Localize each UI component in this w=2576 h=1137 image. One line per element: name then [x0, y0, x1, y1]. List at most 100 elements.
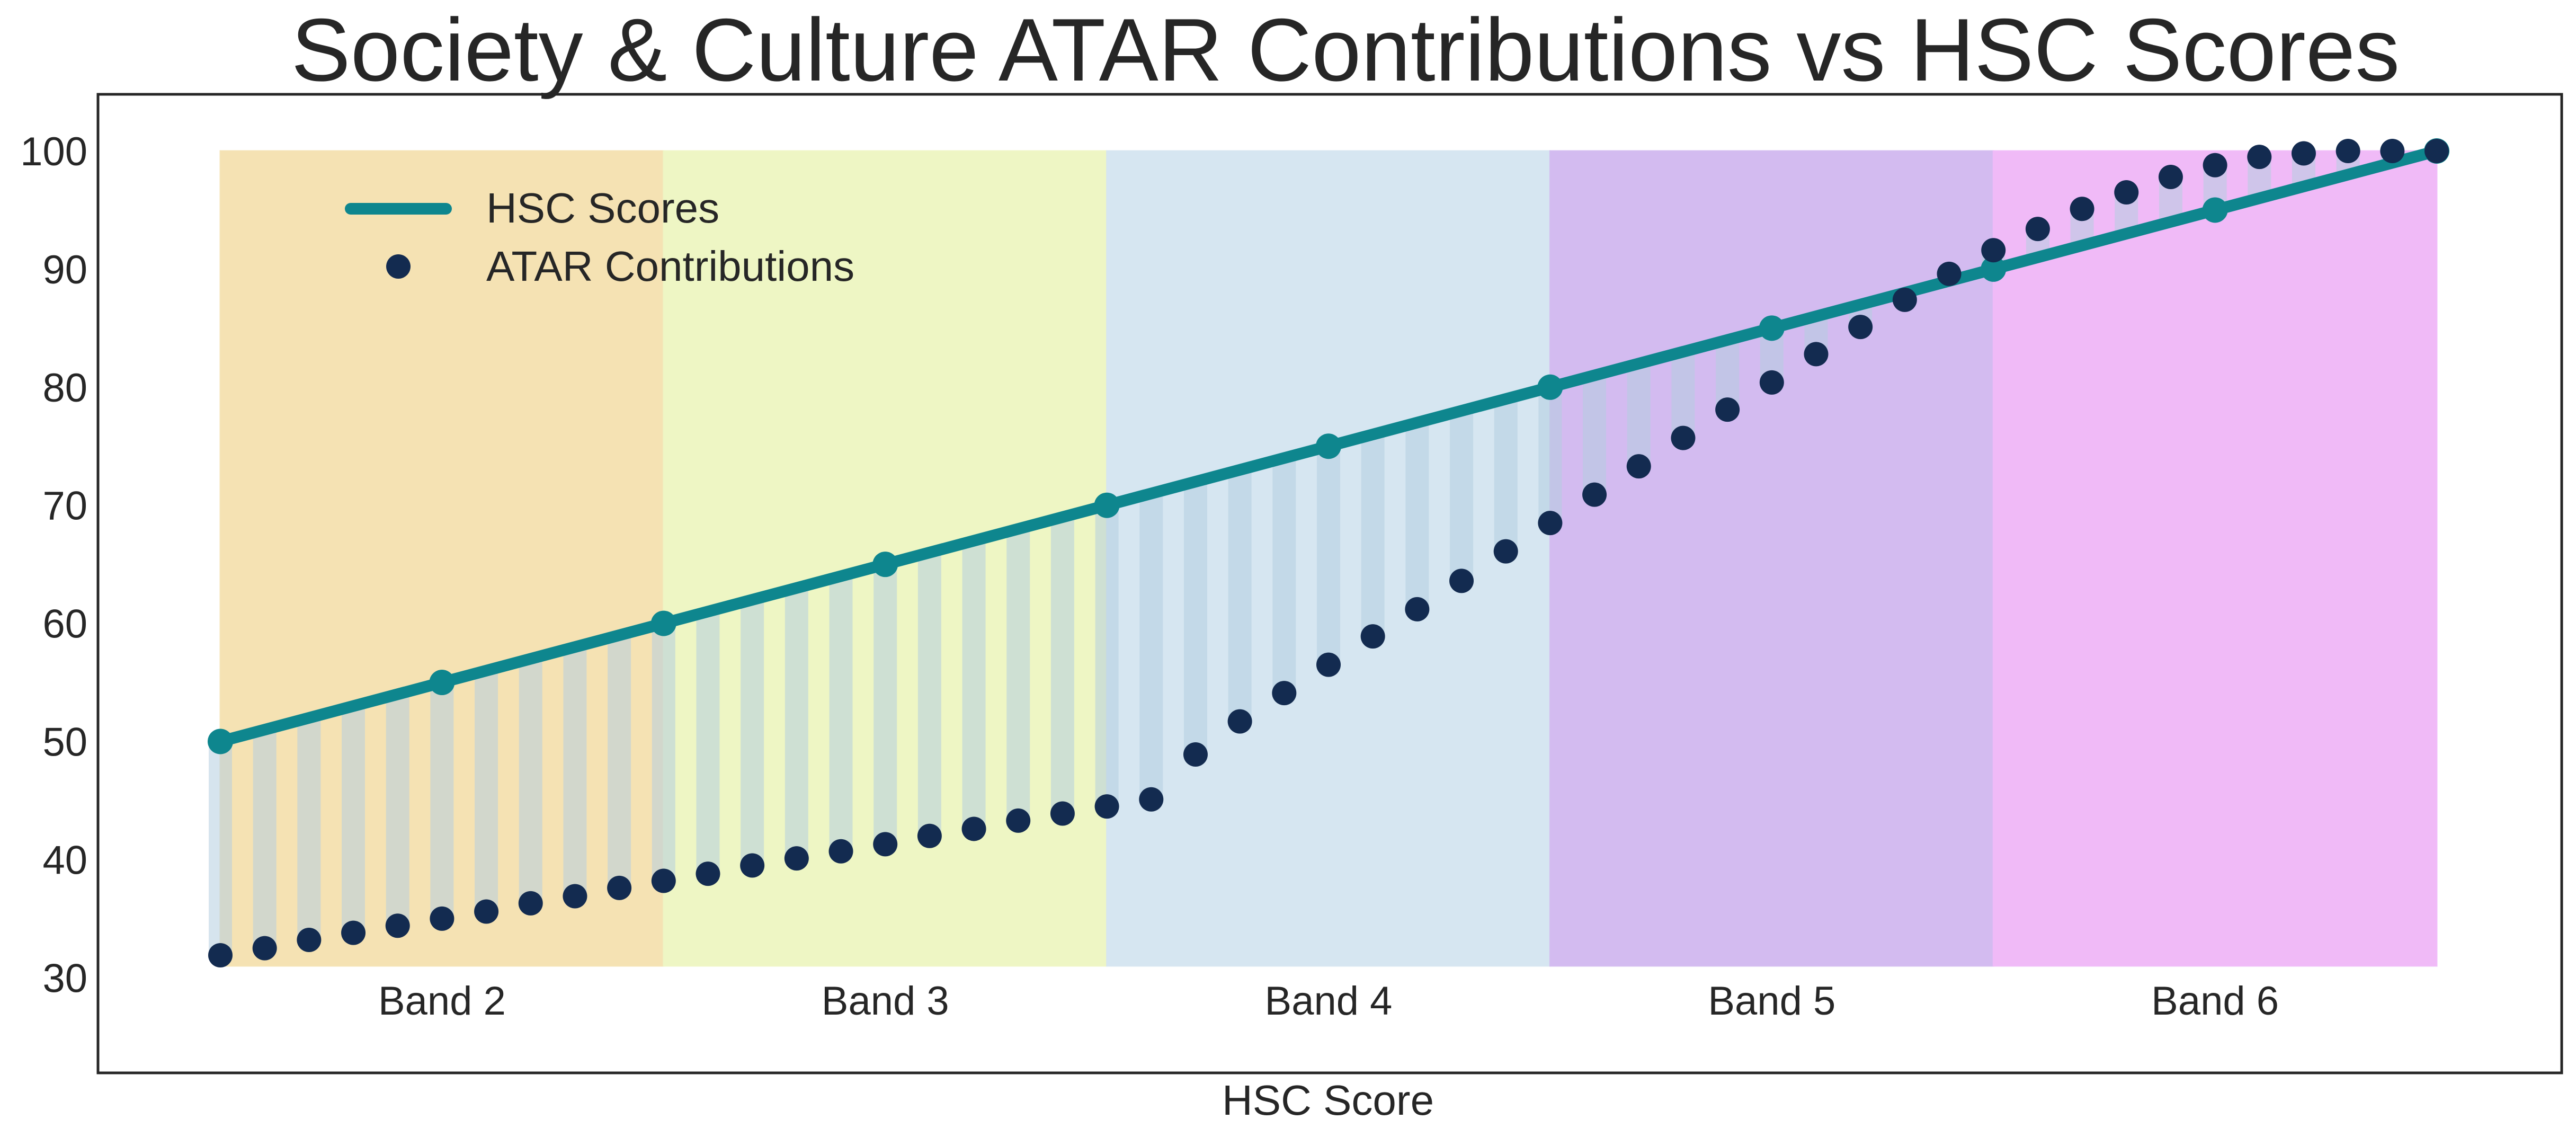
- atar-contribution-point: [1759, 370, 1784, 395]
- atar-contribution-point: [740, 853, 765, 878]
- connector-bar: [1183, 482, 1207, 755]
- atar-contribution-point: [2291, 141, 2316, 166]
- atar-contribution-point: [607, 875, 632, 900]
- atar-contribution-point: [1360, 624, 1385, 649]
- atar-contribution-point: [1671, 425, 1696, 450]
- atar-contribution-point: [1183, 742, 1208, 767]
- atar-contribution-point: [430, 906, 454, 931]
- chart-title: Society & Culture ATAR Contributions vs …: [291, 0, 2400, 100]
- band-label-4: Band 4: [1265, 979, 1393, 1024]
- y-tick-label: 30: [42, 956, 87, 1001]
- atar-contribution-point: [2070, 197, 2094, 221]
- band-label-6: Band 6: [2151, 979, 2279, 1024]
- atar-contribution-point: [474, 899, 499, 924]
- atar-contribution-point: [1006, 808, 1031, 833]
- atar-contribution-point: [1050, 801, 1075, 826]
- points-layer: [208, 139, 2449, 967]
- atar-contribution-point: [341, 920, 366, 945]
- band-label-5: Band 5: [1708, 979, 1835, 1024]
- atar-contribution-point: [1981, 238, 2006, 263]
- connector-bar: [563, 647, 587, 896]
- atar-contribution-point: [1493, 539, 1518, 564]
- atar-contribution-point: [828, 839, 853, 864]
- band-region-5: [1549, 150, 1994, 967]
- connector-bar: [1050, 517, 1074, 814]
- connector-bar: [1627, 363, 1651, 467]
- y-ticks-layer: 30 40 50 60 70 80 90 100: [20, 129, 87, 1001]
- y-tick-label: 80: [42, 366, 87, 411]
- hsc-score-marker: [872, 552, 898, 578]
- band-label-2: Band 2: [378, 979, 506, 1024]
- atar-contribution-point: [1892, 287, 1917, 312]
- atar-contribution-point: [1538, 511, 1563, 536]
- legend-label-hsc: HSC Scores: [486, 184, 719, 232]
- connector-bar: [1228, 469, 1252, 722]
- connector-bar: [696, 611, 720, 874]
- connector-bar: [253, 730, 277, 948]
- connector-bar: [608, 635, 631, 888]
- y-tick-label: 70: [42, 484, 87, 529]
- atar-contribution-point: [696, 861, 720, 886]
- hsc-score-marker: [650, 610, 676, 636]
- connector-bar: [652, 623, 675, 881]
- band-labels-layer: Band 2 Band 3 Band 4 Band 5 Band 6: [378, 979, 2279, 1024]
- y-tick-label: 50: [42, 719, 87, 765]
- atar-contribution-point: [297, 927, 322, 952]
- band-label-3: Band 3: [822, 979, 949, 1024]
- y-tick-label: 90: [42, 247, 87, 292]
- atar-contribution-point: [784, 846, 809, 871]
- connector-bar: [342, 706, 366, 933]
- legend-dot-swatch: [386, 254, 411, 279]
- atar-contribution-point: [385, 913, 410, 938]
- y-tick-label: 40: [42, 838, 87, 883]
- connector-bar: [519, 659, 542, 903]
- connector-bar: [1494, 399, 1518, 552]
- atar-contribution-point: [1715, 397, 1740, 422]
- connector-bar: [1583, 375, 1607, 495]
- atar-contribution-point: [2425, 139, 2449, 163]
- atar-contribution-point: [1626, 454, 1651, 479]
- atar-contribution-point: [917, 823, 942, 848]
- hsc-score-marker: [1094, 492, 1120, 518]
- atar-contribution-point: [1139, 787, 1164, 812]
- connector-bar: [1317, 446, 1340, 665]
- atar-contribution-point: [1582, 482, 1607, 507]
- atar-contribution-point: [1449, 568, 1474, 593]
- hsc-score-marker: [1759, 315, 1785, 341]
- legend: HSC Scores ATAR Contributions: [345, 184, 854, 290]
- connector-bar: [741, 600, 764, 866]
- atar-contribution-point: [1937, 261, 1962, 286]
- connector-bar: [386, 694, 409, 926]
- connector-bar: [475, 670, 498, 912]
- atar-contribution-point: [651, 868, 676, 893]
- atar-contribution-point: [518, 891, 543, 916]
- atar-contribution-point: [1094, 794, 1119, 819]
- hsc-score-marker: [1537, 374, 1563, 400]
- legend-label-atar: ATAR Contributions: [486, 243, 854, 290]
- connector-bar: [430, 682, 454, 919]
- atar-contribution-point: [208, 943, 233, 967]
- connector-bar: [917, 552, 941, 836]
- connector-bar: [1095, 505, 1119, 807]
- hsc-score-marker: [429, 670, 455, 696]
- connector-bar: [209, 741, 232, 955]
- plot-frame: [96, 93, 2563, 1074]
- atar-contribution-point: [873, 832, 898, 857]
- connector-bar: [1139, 493, 1163, 800]
- connector-bar: [1361, 434, 1385, 637]
- connector-bar: [785, 588, 808, 859]
- hsc-score-marker: [2202, 197, 2228, 223]
- connector-bar: [962, 540, 986, 829]
- connector-bar: [297, 717, 321, 940]
- atar-contribution-point: [1227, 709, 1252, 734]
- connector-bar: [1671, 351, 1695, 438]
- band-region-6: [1992, 150, 2438, 967]
- atar-contribution-point: [2336, 139, 2360, 163]
- connector-bar: [1272, 458, 1296, 694]
- atar-contribution-point: [2203, 153, 2227, 177]
- atar-contribution-point: [1405, 597, 1430, 621]
- atar-contribution-point: [252, 936, 277, 961]
- atar-contribution-point: [1272, 681, 1297, 706]
- atar-contribution-point: [2158, 165, 2183, 190]
